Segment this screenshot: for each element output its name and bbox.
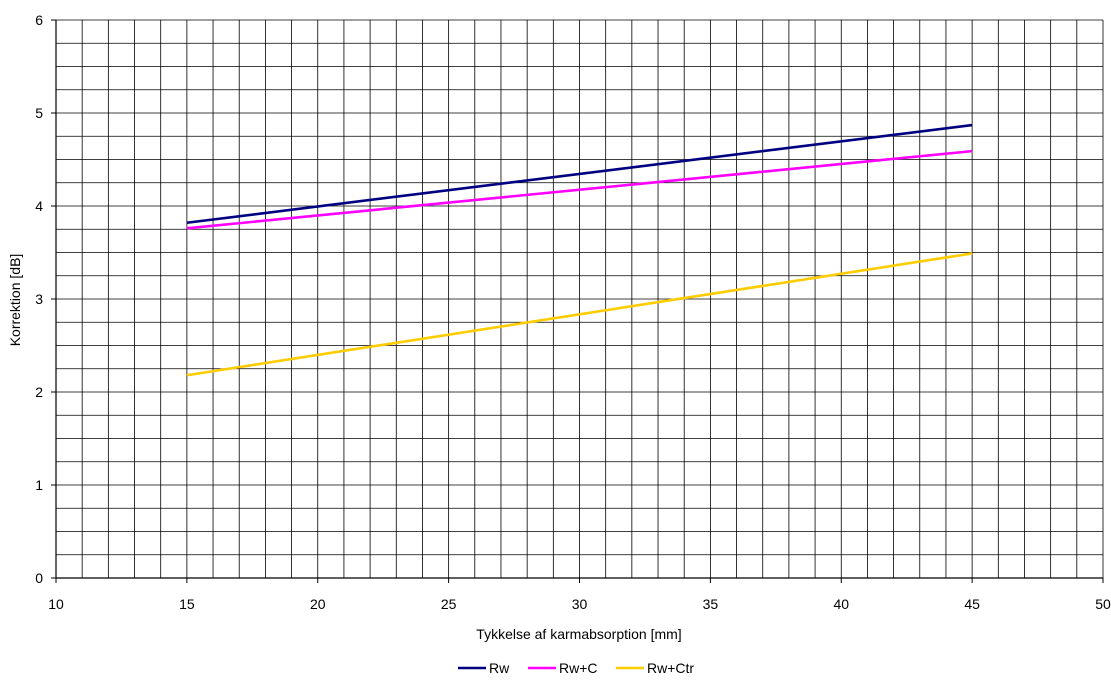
series-line-rw-ctr <box>186 252 973 377</box>
y-tick-labels: 0 1 2 3 4 5 6 <box>35 12 43 586</box>
legend-label: Rw+C <box>559 660 598 676</box>
x-tick-label: 30 <box>572 596 588 612</box>
x-tick-label: 40 <box>833 596 849 612</box>
y-tick-label: 1 <box>35 477 43 493</box>
x-tick-label: 25 <box>441 596 457 612</box>
x-tick-label: 15 <box>179 596 195 612</box>
y-tick-label: 3 <box>35 291 43 307</box>
y-tick-label: 5 <box>35 105 43 121</box>
gridlines <box>55 19 1104 579</box>
x-tick-label: 45 <box>964 596 980 612</box>
x-tick-label: 10 <box>48 596 64 612</box>
legend: Rw Rw+C Rw+Ctr <box>458 660 694 676</box>
series-line-rw-c <box>186 149 973 230</box>
legend-item: Rw+C <box>528 660 598 676</box>
x-tick-label: 35 <box>703 596 719 612</box>
y-axis-title: Korrektion [dB] <box>7 254 23 347</box>
series-lines <box>186 123 973 377</box>
x-tick-label: 20 <box>310 596 326 612</box>
axes <box>51 19 1104 583</box>
x-tick-label: 50 <box>1095 596 1111 612</box>
x-tick-labels: 10 15 20 25 30 35 40 45 50 <box>48 596 1111 612</box>
legend-item: Rw <box>458 660 510 676</box>
y-tick-label: 4 <box>35 198 43 214</box>
x-axis-title: Tykkelse af karmabsorption [mm] <box>476 626 681 642</box>
y-tick-label: 6 <box>35 12 43 28</box>
legend-item: Rw+Ctr <box>616 660 694 676</box>
y-tick-label: 0 <box>35 570 43 586</box>
y-tick-label: 2 <box>35 384 43 400</box>
series-line-rw <box>186 123 973 225</box>
legend-label: Rw <box>489 660 510 676</box>
legend-label: Rw+Ctr <box>647 660 694 676</box>
